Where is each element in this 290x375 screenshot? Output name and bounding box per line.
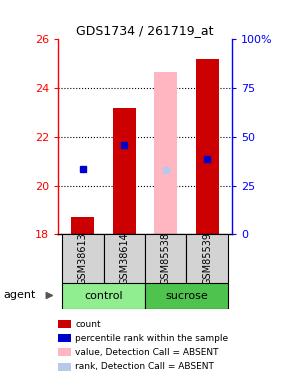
Text: GSM85539: GSM85539 <box>202 232 212 285</box>
Text: agent: agent <box>3 291 35 300</box>
Text: value, Detection Call = ABSENT: value, Detection Call = ABSENT <box>75 348 219 357</box>
Text: GSM85538: GSM85538 <box>161 232 171 285</box>
Text: control: control <box>84 291 123 301</box>
Bar <box>104 234 145 283</box>
Bar <box>58 363 71 370</box>
Bar <box>58 334 71 342</box>
Bar <box>145 283 228 309</box>
Bar <box>71 217 94 234</box>
Text: sucrose: sucrose <box>165 291 208 301</box>
Bar <box>145 234 186 283</box>
Bar <box>62 283 145 309</box>
Bar <box>113 108 136 234</box>
Bar <box>186 234 228 283</box>
Bar <box>154 72 177 234</box>
Text: GSM38613: GSM38613 <box>78 232 88 285</box>
Text: count: count <box>75 320 101 329</box>
Text: percentile rank within the sample: percentile rank within the sample <box>75 334 229 343</box>
Bar <box>196 59 219 234</box>
Bar <box>58 348 71 356</box>
Bar <box>62 234 104 283</box>
Text: GSM38614: GSM38614 <box>119 232 129 285</box>
Bar <box>58 320 71 328</box>
Title: GDS1734 / 261719_at: GDS1734 / 261719_at <box>76 24 214 37</box>
Text: rank, Detection Call = ABSENT: rank, Detection Call = ABSENT <box>75 363 214 372</box>
